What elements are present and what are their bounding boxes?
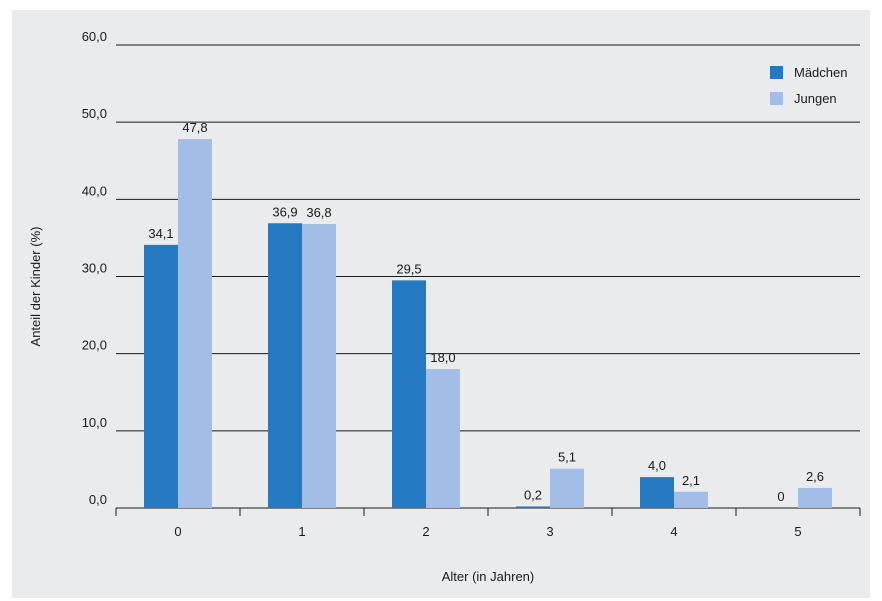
x-tick-label: 4 bbox=[670, 524, 677, 539]
x-tick-label: 3 bbox=[546, 524, 553, 539]
data-label: 2,6 bbox=[806, 469, 824, 484]
data-label: 2,1 bbox=[682, 473, 700, 488]
data-label: 34,1 bbox=[148, 226, 173, 241]
y-tick-label: 0,0 bbox=[89, 492, 107, 507]
bar-jungen bbox=[798, 487, 832, 508]
x-axis: 0 1 2 3 4 5 bbox=[115, 508, 861, 539]
bar-maedchen bbox=[640, 477, 674, 508]
bar-jungen bbox=[550, 468, 584, 508]
bar-maedchen bbox=[268, 223, 302, 508]
data-label: 18,0 bbox=[430, 350, 455, 365]
legend: Mädchen Jungen bbox=[770, 65, 847, 106]
x-tick-label: 5 bbox=[794, 524, 801, 539]
data-label: 36,9 bbox=[272, 204, 297, 219]
y-tick-label: 50,0 bbox=[82, 106, 107, 121]
chart-panel: 0,0 10,0 20,0 30,0 40,0 50,0 60,0 34,1 47,8 36,9… bbox=[12, 10, 870, 598]
legend-label: Jungen bbox=[794, 91, 837, 106]
data-label: 0 bbox=[777, 489, 784, 504]
bar-jungen bbox=[302, 224, 336, 508]
bar-jungen bbox=[426, 369, 460, 508]
bar-jungen bbox=[178, 139, 212, 509]
bar-maedchen bbox=[392, 280, 426, 508]
legend-swatch bbox=[770, 66, 783, 79]
y-tick-label: 30,0 bbox=[82, 261, 107, 276]
bar-jungen bbox=[674, 491, 708, 508]
x-tick-label: 1 bbox=[298, 524, 305, 539]
y-tick-label: 40,0 bbox=[82, 183, 107, 198]
bar-chart: 0,0 10,0 20,0 30,0 40,0 50,0 60,0 34,1 47,8 36,9… bbox=[28, 29, 861, 584]
data-label: 29,5 bbox=[396, 261, 421, 276]
y-tick-label: 20,0 bbox=[82, 338, 107, 353]
bars bbox=[144, 139, 832, 509]
y-tick-label: 10,0 bbox=[82, 415, 107, 430]
x-axis-title: Alter (in Jahren) bbox=[442, 569, 534, 584]
legend-swatch bbox=[770, 92, 783, 105]
y-tick-label: 60,0 bbox=[82, 29, 107, 44]
legend-label: Mädchen bbox=[794, 65, 847, 80]
data-label: 4,0 bbox=[648, 458, 666, 473]
bar-maedchen bbox=[144, 244, 178, 508]
data-label: 0,2 bbox=[524, 487, 542, 502]
y-tick-labels: 0,0 10,0 20,0 30,0 40,0 50,0 60,0 bbox=[82, 29, 107, 507]
data-label: 5,1 bbox=[558, 450, 576, 465]
x-tick-label: 2 bbox=[422, 524, 429, 539]
y-axis-title: Anteil der Kinder (%) bbox=[28, 227, 43, 347]
data-labels: 34,1 47,8 36,9 36,8 29,5 18,0 0,2 5,1 4,0 2,1 0 2,6 bbox=[148, 120, 824, 504]
data-label: 47,8 bbox=[182, 120, 207, 135]
data-label: 36,8 bbox=[306, 205, 331, 220]
grid-lines bbox=[116, 44, 860, 509]
bar-maedchen bbox=[516, 506, 550, 508]
x-tick-label: 0 bbox=[174, 524, 181, 539]
